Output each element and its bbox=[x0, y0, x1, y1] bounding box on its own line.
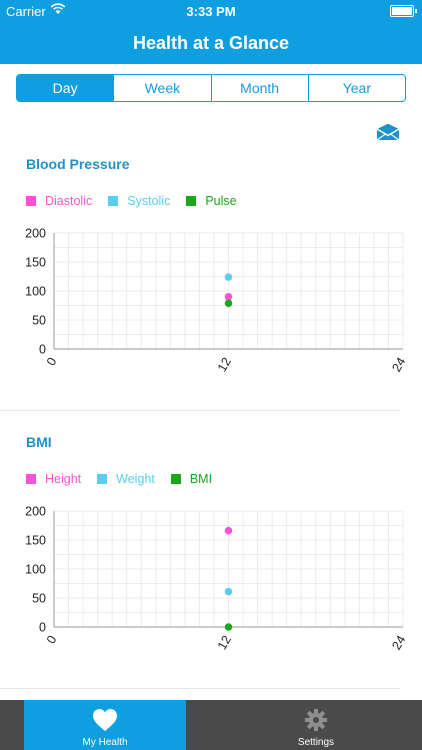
blood-pressure-chart: 0 50 100 150 200 0 12 24 bbox=[25, 227, 408, 375]
segment-day[interactable]: Day bbox=[17, 75, 114, 101]
segment-month[interactable]: Month bbox=[210, 75, 308, 101]
data-point-pulse bbox=[224, 299, 233, 307]
page-title: Health at a Glance bbox=[132, 33, 290, 53]
blood-pressure-title: Blood Pressure bbox=[26, 156, 130, 172]
x-tick-label: 12 bbox=[215, 355, 234, 374]
legend-swatch-pulse bbox=[186, 196, 197, 206]
carrier-label: Carrier bbox=[6, 4, 46, 19]
envelope-icon[interactable] bbox=[376, 123, 400, 141]
tab-settings[interactable]: Settings bbox=[235, 700, 397, 750]
y-tick-label: 0 bbox=[39, 621, 46, 635]
legend-swatch-diastolic bbox=[26, 196, 36, 206]
legend-item-pulse: Pulse bbox=[186, 194, 237, 208]
section-separator bbox=[0, 688, 400, 689]
x-tick-label: 24 bbox=[389, 633, 408, 652]
battery-icon bbox=[390, 5, 417, 17]
period-segmented-control: Day Week Month Year bbox=[16, 74, 406, 102]
legend-swatch-height bbox=[26, 474, 36, 484]
y-tick-label: 100 bbox=[25, 285, 46, 299]
y-tick-label: 200 bbox=[25, 505, 46, 519]
legend-swatch-bmi bbox=[170, 474, 181, 484]
status-time: 3:33 PM bbox=[186, 4, 236, 19]
section-separator bbox=[0, 410, 400, 411]
bmi-title: BMI bbox=[26, 434, 52, 450]
tab-bar: My Health Settings bbox=[0, 700, 422, 750]
legend-item-height: Height bbox=[26, 472, 81, 486]
data-point-height bbox=[224, 526, 233, 535]
legend-swatch-systolic bbox=[108, 196, 119, 206]
legend-label-weight: Weight bbox=[116, 472, 155, 486]
segment-week[interactable]: Week bbox=[113, 75, 210, 101]
heart-icon bbox=[93, 709, 117, 731]
legend-label-pulse: Pulse bbox=[205, 194, 237, 208]
data-point-diastolic bbox=[224, 293, 233, 301]
legend-label-systolic: Systolic bbox=[127, 194, 171, 208]
x-tick-label: 24 bbox=[389, 355, 408, 374]
data-point-weight bbox=[224, 587, 233, 596]
gear-icon bbox=[305, 709, 327, 731]
y-tick-label: 50 bbox=[32, 314, 46, 328]
data-point-systolic bbox=[224, 273, 233, 281]
bmi-legend: Height Weight BMI bbox=[26, 471, 228, 487]
x-tick-label: 0 bbox=[44, 355, 60, 368]
segment-year[interactable]: Year bbox=[307, 75, 405, 101]
legend-label-height: Height bbox=[45, 472, 82, 486]
y-tick-label: 200 bbox=[25, 227, 46, 241]
y-tick-label: 50 bbox=[32, 592, 46, 606]
legend-label-bmi: BMI bbox=[189, 472, 213, 486]
legend-label-diastolic: Diastolic bbox=[45, 194, 93, 208]
status-bar: Carrier 3:33 PM bbox=[0, 0, 422, 22]
data-point-bmi bbox=[224, 623, 233, 631]
y-tick-label: 100 bbox=[25, 563, 46, 577]
y-tick-label: 0 bbox=[39, 343, 46, 357]
legend-swatch-weight bbox=[97, 474, 108, 484]
x-tick-label: 12 bbox=[215, 633, 234, 652]
bmi-chart: 0 50 100 150 200 0 12 24 bbox=[25, 505, 408, 653]
navigation-bar: Health at a Glance bbox=[0, 22, 422, 64]
legend-item-weight: Weight bbox=[97, 472, 155, 486]
tab-label-settings: Settings bbox=[297, 737, 335, 748]
y-tick-label: 150 bbox=[25, 256, 46, 270]
blood-pressure-legend: Diastolic Systolic Pulse bbox=[26, 193, 253, 209]
legend-item-diastolic: Diastolic bbox=[26, 194, 92, 208]
legend-item-systolic: Systolic bbox=[108, 194, 170, 208]
wifi-icon bbox=[50, 3, 66, 14]
legend-item-bmi: BMI bbox=[170, 472, 213, 486]
y-tick-label: 150 bbox=[25, 534, 46, 548]
tab-my-health[interactable]: My Health bbox=[24, 700, 186, 750]
x-tick-label: 0 bbox=[44, 633, 60, 646]
tab-label-my-health: My Health bbox=[82, 737, 128, 748]
